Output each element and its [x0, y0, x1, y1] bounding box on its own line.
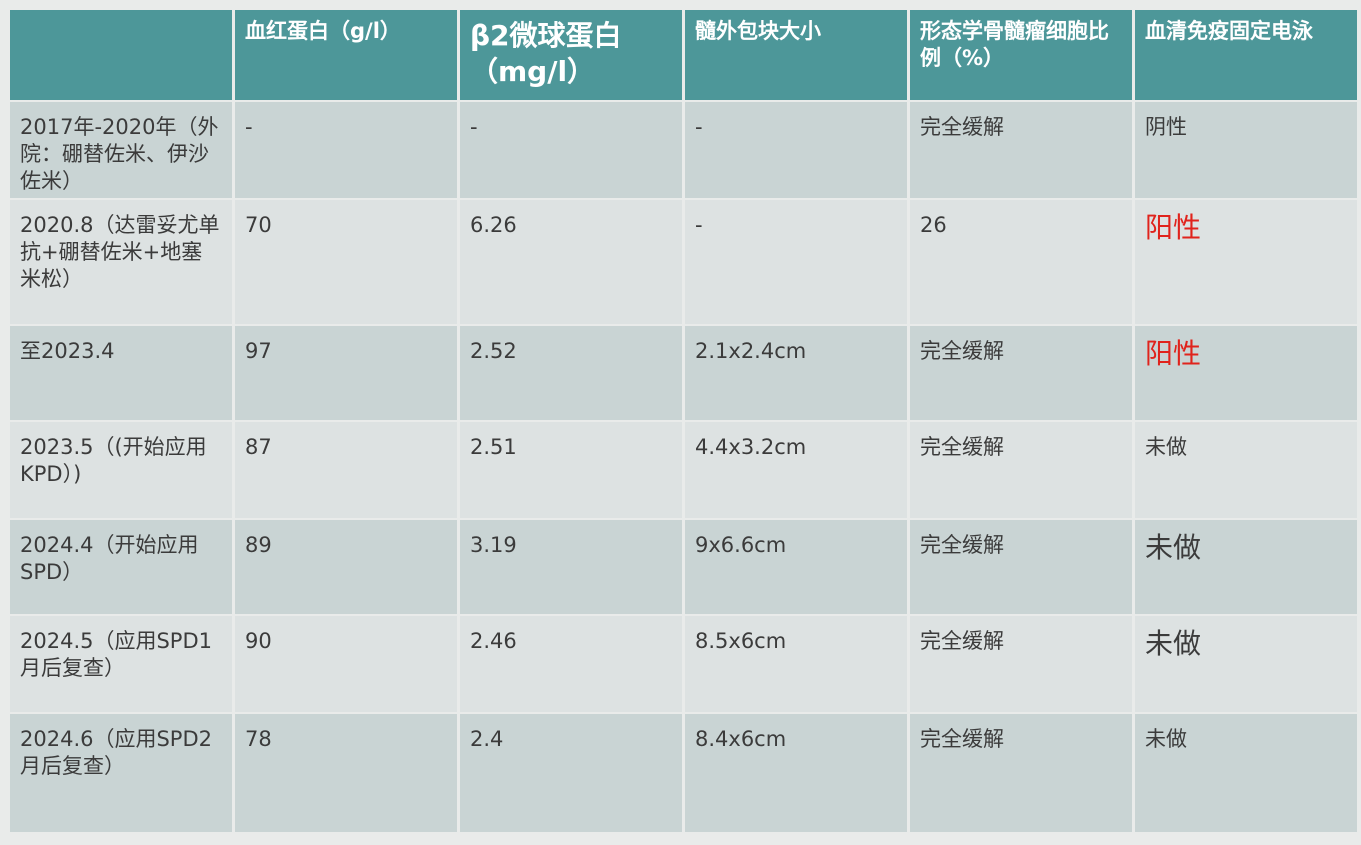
cell-timepoint: 2024.5（应用SPD1月后复查） [10, 616, 232, 712]
cell-hemoglobin: 89 [235, 520, 457, 614]
cell-immunofixation: 未做 [1135, 520, 1357, 614]
cell-hemoglobin: 90 [235, 616, 457, 712]
cell-hemoglobin: 70 [235, 200, 457, 324]
header-cell-myeloma-cell-ratio: 形态学骨髓瘤细胞比例（%） [910, 10, 1132, 100]
cell-beta2: 2.4 [460, 714, 682, 832]
cell-beta2: 2.46 [460, 616, 682, 712]
cell-immunofixation: 未做 [1135, 616, 1357, 712]
cell-hemoglobin: - [235, 102, 457, 198]
cell-hemoglobin: 78 [235, 714, 457, 832]
table-row: 2024.6（应用SPD2月后复查） 78 2.4 8.4x6cm 完全缓解 未… [10, 714, 1357, 832]
cell-myeloma-ratio: 完全缓解 [910, 520, 1132, 614]
cell-mass-size: - [685, 102, 907, 198]
cell-beta2: 2.51 [460, 422, 682, 518]
cell-myeloma-ratio: 完全缓解 [910, 714, 1132, 832]
cell-timepoint: 至2023.4 [10, 326, 232, 420]
table-row: 2024.5（应用SPD1月后复查） 90 2.46 8.5x6cm 完全缓解 … [10, 616, 1357, 712]
cell-myeloma-ratio: 完全缓解 [910, 326, 1132, 420]
not-done-result: 未做 [1145, 627, 1202, 660]
positive-result: 阳性 [1145, 337, 1202, 370]
cell-timepoint: 2024.4（开始应用SPD） [10, 520, 232, 614]
cell-immunofixation: 未做 [1135, 422, 1357, 518]
table-row: 至2023.4 97 2.52 2.1x2.4cm 完全缓解 阳性 [10, 326, 1357, 420]
table-row: 2024.4（开始应用SPD） 89 3.19 9x6.6cm 完全缓解 未做 [10, 520, 1357, 614]
cell-beta2: - [460, 102, 682, 198]
cell-mass-size: 8.5x6cm [685, 616, 907, 712]
positive-result: 阳性 [1145, 211, 1202, 244]
cell-mass-size: 9x6.6cm [685, 520, 907, 614]
clinical-data-table: 血红蛋白（g/l） β2微球蛋白（mg/l） 髓外包块大小 形态学骨髓瘤细胞比例… [7, 8, 1360, 834]
cell-mass-size: - [685, 200, 907, 324]
cell-myeloma-ratio: 完全缓解 [910, 422, 1132, 518]
cell-timepoint: 2020.8（达雷妥尤单抗+硼替佐米+地塞米松） [10, 200, 232, 324]
table-row: 2020.8（达雷妥尤单抗+硼替佐米+地塞米松） 70 6.26 - 26 阳性 [10, 200, 1357, 324]
cell-timepoint: 2017年-2020年（外院：硼替佐米、伊沙佐米） [10, 102, 232, 198]
cell-timepoint: 2023.5（(开始应用KPD）) [10, 422, 232, 518]
header-cell-timepoint [10, 10, 232, 100]
not-done-result: 未做 [1145, 531, 1202, 564]
cell-immunofixation: 未做 [1135, 714, 1357, 832]
cell-immunofixation: 阳性 [1135, 326, 1357, 420]
header-cell-hemoglobin: 血红蛋白（g/l） [235, 10, 457, 100]
table-header-row: 血红蛋白（g/l） β2微球蛋白（mg/l） 髓外包块大小 形态学骨髓瘤细胞比例… [10, 10, 1357, 100]
table-row: 2017年-2020年（外院：硼替佐米、伊沙佐米） - - - 完全缓解 阴性 [10, 102, 1357, 198]
cell-beta2: 2.52 [460, 326, 682, 420]
cell-myeloma-ratio: 完全缓解 [910, 616, 1132, 712]
cell-mass-size: 8.4x6cm [685, 714, 907, 832]
cell-timepoint: 2024.6（应用SPD2月后复查） [10, 714, 232, 832]
cell-myeloma-ratio: 26 [910, 200, 1132, 324]
cell-myeloma-ratio: 完全缓解 [910, 102, 1132, 198]
table-row: 2023.5（(开始应用KPD）) 87 2.51 4.4x3.2cm 完全缓解… [10, 422, 1357, 518]
cell-immunofixation: 阴性 [1135, 102, 1357, 198]
cell-immunofixation: 阳性 [1135, 200, 1357, 324]
cell-beta2: 3.19 [460, 520, 682, 614]
header-cell-extramedullary-mass: 髓外包块大小 [685, 10, 907, 100]
cell-mass-size: 4.4x3.2cm [685, 422, 907, 518]
header-cell-immunofixation: 血清免疫固定电泳 [1135, 10, 1357, 100]
cell-hemoglobin: 87 [235, 422, 457, 518]
header-cell-beta2-microglobulin: β2微球蛋白（mg/l） [460, 10, 682, 100]
cell-beta2: 6.26 [460, 200, 682, 324]
cell-mass-size: 2.1x2.4cm [685, 326, 907, 420]
cell-hemoglobin: 97 [235, 326, 457, 420]
